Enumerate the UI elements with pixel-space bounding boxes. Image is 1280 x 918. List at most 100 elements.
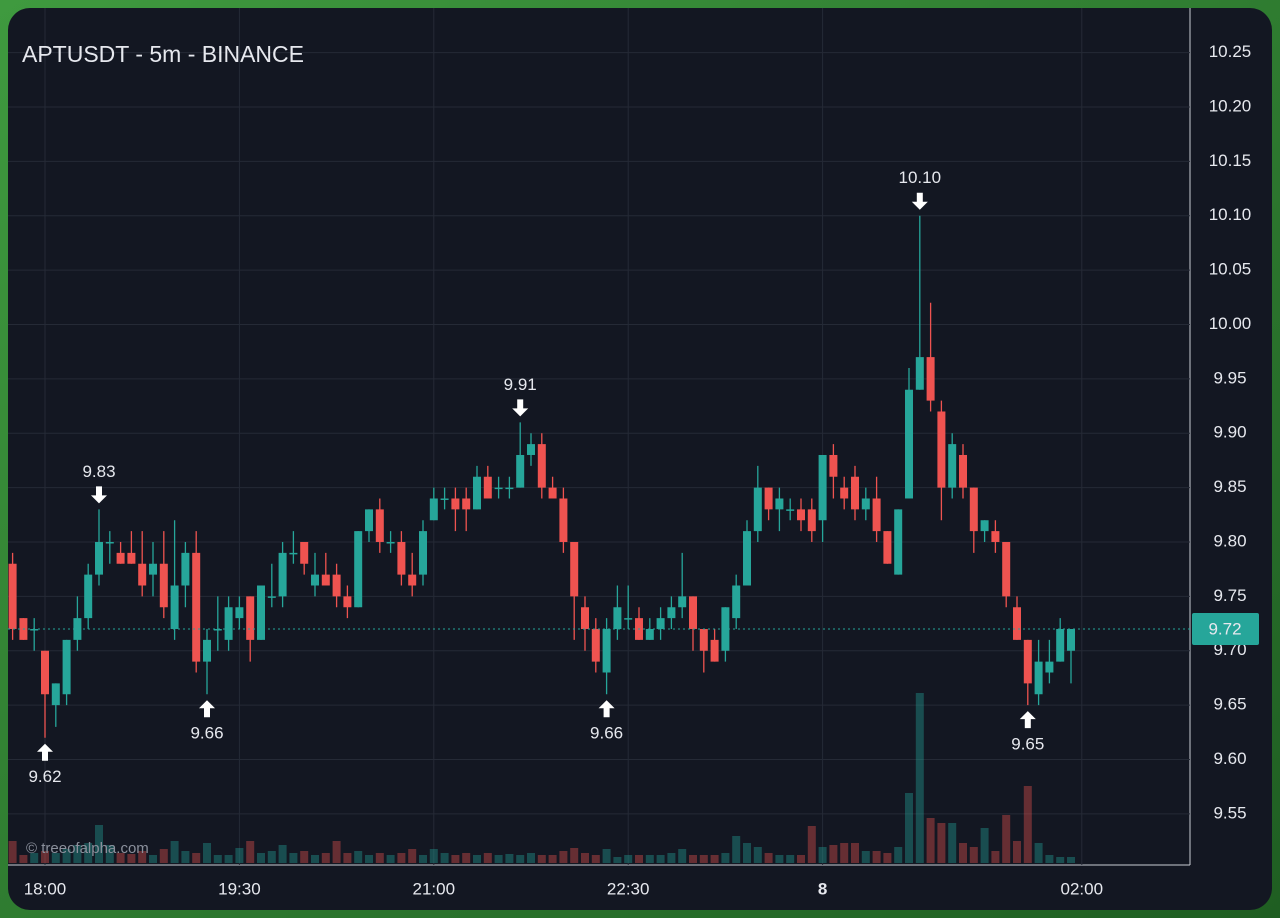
candle-body: [159, 563, 168, 608]
candle-body: [397, 541, 406, 575]
candle-body: [818, 454, 827, 521]
candle-body: [732, 585, 741, 619]
candle-body: [786, 509, 795, 511]
candle-body: [192, 552, 201, 662]
volume-bar: [980, 828, 989, 863]
candle-body: [710, 639, 719, 662]
volume-bar: [300, 851, 309, 863]
volume-bar: [343, 853, 352, 863]
volume-bar: [959, 843, 967, 863]
volume-bar: [527, 853, 535, 863]
candles: [8, 215, 1190, 738]
candle-body: [602, 628, 611, 673]
candle-body: [1045, 661, 1054, 673]
candle-body: [537, 444, 546, 488]
candle-body: [213, 628, 222, 631]
volume-bar: [894, 847, 903, 863]
candle-body: [181, 552, 190, 586]
volume-bar: [775, 855, 784, 863]
volume-bar: [224, 855, 233, 863]
candle-body: [203, 639, 211, 662]
annotation-label: 9.66: [590, 724, 623, 743]
volume-bar: [1013, 841, 1021, 863]
candle-body: [386, 541, 395, 544]
candle-body: [883, 531, 892, 564]
annotation-label: 9.62: [28, 767, 61, 786]
volume-bar: [829, 845, 838, 863]
volume-bar: [613, 857, 622, 863]
labels: 9.559.609.659.709.759.809.859.909.9510.0…: [24, 42, 1259, 898]
candle-body: [959, 454, 967, 488]
volume-bar: [440, 853, 449, 863]
arrow: [598, 700, 615, 718]
candle-body: [645, 628, 654, 640]
volume-bar: [926, 818, 935, 863]
candle-body: [743, 531, 751, 586]
x-tick-label: 18:00: [24, 879, 67, 898]
volume-bar: [656, 855, 665, 863]
volume-bar: [19, 855, 28, 863]
arrow: [512, 399, 529, 417]
candle-body: [1034, 661, 1043, 695]
volume-bar: [386, 855, 395, 863]
y-tick-label: 9.95: [1213, 368, 1246, 387]
candle-body: [62, 639, 71, 695]
volume-bar: [1045, 855, 1054, 863]
candle-body: [451, 498, 460, 510]
volume-bar: [311, 855, 319, 863]
volume-bar: [667, 853, 676, 863]
candle-body: [570, 541, 579, 597]
volume-bar: [149, 855, 157, 863]
volume-bar: [213, 855, 222, 863]
volume-bar: [807, 826, 816, 863]
candle-body: [797, 509, 805, 521]
candle-body: [419, 531, 427, 575]
volume-bar: [635, 855, 643, 863]
annotation-label: 9.91: [504, 375, 537, 394]
candle-body: [948, 444, 957, 488]
volume-bar: [581, 853, 589, 863]
volume-bar: [1034, 843, 1043, 863]
volume-bar: [321, 853, 330, 863]
volume-bar: [408, 849, 417, 863]
volume-bar: [559, 851, 568, 863]
volume-bar: [332, 841, 341, 863]
volume-bar: [170, 841, 179, 863]
candle-body: [548, 487, 557, 499]
panel: [8, 8, 1272, 910]
volume-bar: [73, 845, 82, 863]
volume-bar: [397, 853, 406, 863]
volume-bar: [8, 841, 17, 863]
arrow: [37, 743, 53, 761]
candle-body: [267, 596, 276, 598]
candle-body: [516, 454, 525, 488]
volume-bar: [62, 849, 71, 863]
annotation-label: 10.10: [899, 168, 942, 187]
candle-body: [311, 574, 319, 586]
volume-bar: [278, 845, 287, 863]
candle-body: [127, 552, 136, 564]
volume-bar: [624, 855, 633, 863]
candle-body: [84, 574, 93, 619]
volume-bar: [915, 693, 924, 863]
y-tick-label: 9.60: [1213, 749, 1246, 768]
volume-bar: [95, 825, 103, 863]
volume-bar: [743, 843, 751, 863]
candle-body: [473, 476, 481, 510]
volume-bar: [267, 851, 276, 863]
candle-body: [591, 628, 600, 662]
volume-bar: [764, 853, 773, 863]
volume-bar: [41, 851, 49, 863]
candle-body: [678, 596, 687, 608]
y-tick-label: 10.00: [1209, 314, 1252, 333]
volume-bar: [591, 855, 600, 863]
volume-bar: [451, 855, 460, 863]
candle-body: [289, 552, 298, 555]
volume-bar: [861, 851, 870, 863]
arrow: [91, 486, 107, 504]
annotation-label: 9.65: [1011, 735, 1044, 754]
candle-body: [753, 487, 762, 532]
candle-body: [375, 509, 384, 542]
volume-bar: [905, 793, 913, 863]
volume-bar: [883, 853, 892, 863]
